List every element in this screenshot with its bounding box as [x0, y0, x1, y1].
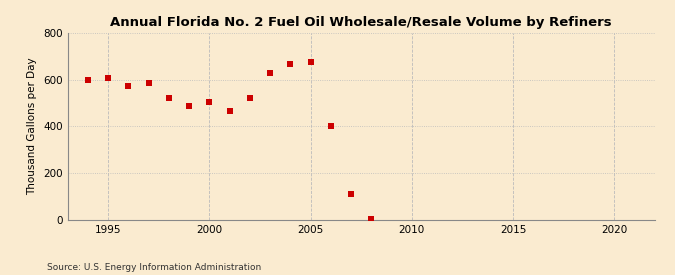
Text: Source: U.S. Energy Information Administration: Source: U.S. Energy Information Administ…	[47, 263, 261, 272]
Point	[82, 78, 93, 82]
Point	[184, 104, 194, 108]
Point	[285, 62, 296, 66]
Point	[366, 217, 377, 221]
Point	[265, 71, 275, 76]
Point	[346, 192, 356, 196]
Point	[244, 96, 255, 101]
Title: Annual Florida No. 2 Fuel Oil Wholesale/Resale Volume by Refiners: Annual Florida No. 2 Fuel Oil Wholesale/…	[110, 16, 612, 29]
Point	[163, 95, 174, 100]
Point	[123, 84, 134, 89]
Point	[204, 100, 215, 104]
Y-axis label: Thousand Gallons per Day: Thousand Gallons per Day	[28, 58, 37, 195]
Point	[224, 108, 235, 113]
Point	[103, 76, 113, 80]
Point	[305, 60, 316, 64]
Point	[143, 80, 154, 85]
Point	[325, 124, 336, 129]
